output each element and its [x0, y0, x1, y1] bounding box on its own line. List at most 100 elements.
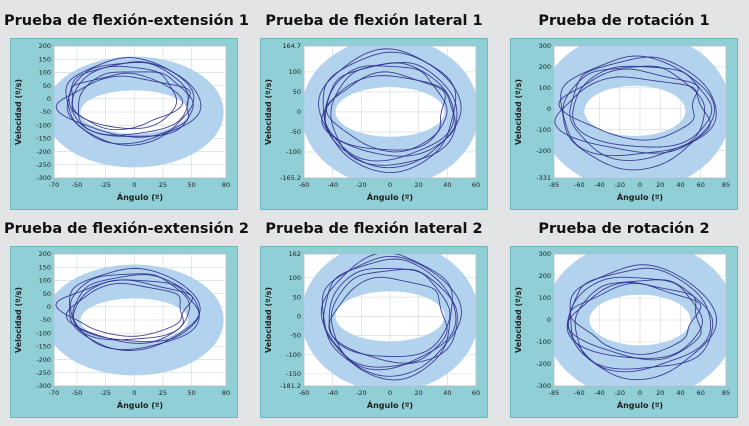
trace-loop [560, 55, 716, 171]
x-tick-label: 20 [415, 181, 423, 189]
chart-panel-1: Prueba de flexión lateral 1 -60 -40 -20 0 20… [254, 10, 494, 210]
x-axis-label: Ángulo (º) [367, 191, 413, 202]
y-tick-label: 50 [43, 290, 51, 298]
reference-band [304, 254, 476, 386]
x-tick-label: -60 [299, 389, 310, 397]
trace-loop [320, 254, 453, 381]
y-tick-label: -50 [290, 128, 301, 136]
y-axis-label: Velocidad (º/s) [14, 287, 23, 353]
y-tick-label: 300 [539, 42, 551, 50]
trace-loop [569, 56, 717, 161]
y-tick-label: -150 [36, 343, 51, 351]
y-tick-label: -200 [536, 147, 551, 155]
x-axis-label: Ángulo (º) [117, 399, 163, 410]
chart-box: -70 -50 -25 0 25 50 80 200 150 100 50 0 -50 -100 -150-… [10, 246, 238, 418]
x-tick-label: 25 [159, 389, 167, 397]
y-tick-label: 100 [39, 69, 51, 77]
y-tick-label: 100 [539, 294, 551, 302]
trace-loop [72, 279, 200, 343]
trace-loop [321, 75, 456, 157]
y-tick-label: -300 [536, 382, 551, 390]
trace-loop [328, 276, 448, 364]
y-tick-label: -165.2 [280, 174, 301, 182]
x-tick-label: -20 [356, 181, 367, 189]
trace-loop [324, 62, 455, 162]
x-tick-label: -40 [594, 181, 605, 189]
reference-band [554, 254, 726, 386]
y-tick-label: 0 [547, 105, 551, 113]
x-tick-label: -20 [614, 389, 625, 397]
chart-panel-0: Prueba de flexión-extensión 1 -70 -50 -25 0… [4, 10, 249, 210]
chart-title: Prueba de flexión-extensión 2 [4, 221, 249, 237]
y-tick-label: 100 [539, 84, 551, 92]
x-tick-label: 50 [187, 181, 195, 189]
y-tick-label: -100 [36, 121, 51, 129]
trace-loop [72, 274, 200, 351]
trace-loop [65, 57, 195, 146]
chart-panel-5: Prueba de rotación 2 -85 -60 -40 -20 0 20 40 60… [504, 218, 744, 418]
trace-loop [55, 75, 191, 138]
y-tick-label: -150 [286, 370, 301, 378]
x-tick-label: 60 [472, 181, 480, 189]
y-tick-label: -50 [290, 332, 301, 340]
y-tick-label: -250 [36, 369, 51, 377]
chart-panel-3: Prueba de flexión-extensión 2 -70 -50 -25 0… [4, 218, 249, 418]
y-tick-label: 50 [293, 88, 301, 96]
reference-band [54, 56, 224, 168]
chart-svg: -85 -60 -40 -20 0 20 40 60 853002001000-100-200-… [510, 38, 738, 210]
chart-svg: -60 -40 -20 0 20 40 60 162 100 50 0 -50 -100 -150 -181… [260, 246, 488, 418]
chart-box: -60 -40 -20 0 20 40 60 164.7 100 50 0 -50 -100 -165.2… [260, 38, 488, 210]
reference-band [554, 46, 726, 178]
y-tick-label: -200 [36, 356, 51, 364]
y-axis-label: Velocidad (º/s) [14, 79, 23, 145]
trace-loop [330, 62, 458, 166]
x-tick-label: 85 [722, 181, 730, 189]
x-axis-label: Ángulo (º) [367, 399, 413, 410]
y-axis-label: Velocidad (º/s) [514, 287, 523, 353]
x-tick-label: 0 [388, 181, 392, 189]
x-tick-label: -20 [356, 389, 367, 397]
y-tick-label: -300 [36, 174, 51, 182]
x-tick-label: -70 [49, 181, 60, 189]
chart-box: -70 -50 -25 0 25 50 80 200 150 100 50 0 -50 -100 -150-… [10, 38, 238, 210]
y-tick-label: -100 [536, 338, 551, 346]
x-tick-label: 0 [132, 181, 136, 189]
trace-loop [318, 48, 457, 174]
x-tick-label: 40 [443, 389, 451, 397]
trace-loop [323, 258, 457, 371]
y-tick-label: 150 [39, 263, 51, 271]
x-tick-label: -25 [100, 389, 111, 397]
chart-title: Prueba de flexión lateral 2 [265, 221, 483, 237]
y-tick-label: 0 [547, 316, 551, 324]
chart-svg: -85 -60 -40 -20 0 20 40 60 853002001000-100-200-… [510, 246, 738, 418]
chart-box: -85 -60 -40 -20 0 20 40 60 85 300 200 100 0 -100 -200-… [510, 246, 738, 418]
trace-loop [326, 71, 446, 153]
x-tick-label: -50 [72, 389, 83, 397]
y-tick-label: -150 [36, 135, 51, 143]
y-tick-label: 164.7 [282, 42, 301, 50]
trace-loop [554, 76, 711, 154]
x-tick-label: -60 [299, 181, 310, 189]
x-tick-label: 80 [222, 389, 230, 397]
x-tick-label: 0 [388, 389, 392, 397]
trace-loop [558, 68, 699, 141]
y-tick-label: -331 [536, 174, 551, 182]
x-tick-label: 80 [222, 181, 230, 189]
chart-svg: -60 -40 -20 0 20 40 60 164.7 100 50 0 -50 -100 -165.2… [260, 38, 488, 210]
x-tick-label: 0 [132, 389, 136, 397]
y-tick-label: -100 [286, 148, 301, 156]
x-axis-label: Ángulo (º) [617, 399, 663, 410]
trace-loop [55, 279, 193, 337]
x-tick-label: -25 [100, 181, 111, 189]
y-tick-label: -100 [536, 126, 551, 134]
chart-box: -85 -60 -40 -20 0 20 40 60 85 300 200 100 0 -100 -200-… [510, 38, 738, 210]
y-tick-label: 0 [47, 303, 51, 311]
x-tick-label: 40 [443, 181, 451, 189]
y-tick-label: 100 [289, 68, 301, 76]
x-tick-label: -50 [72, 181, 83, 189]
y-tick-label: 50 [43, 82, 51, 90]
x-tick-label: 60 [697, 389, 705, 397]
x-tick-label: 0 [638, 389, 642, 397]
y-axis-label: Velocidad (º/s) [264, 287, 273, 353]
